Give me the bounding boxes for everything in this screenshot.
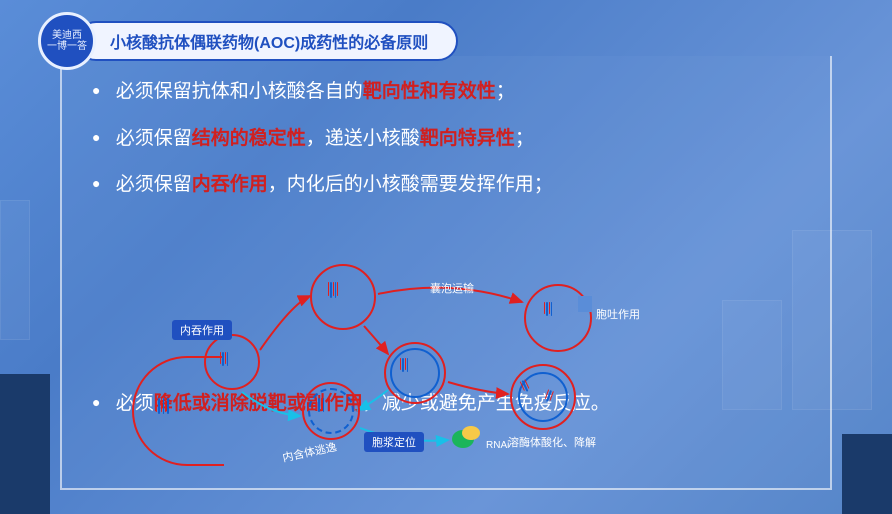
rna-strands	[220, 352, 228, 366]
label-rnai: RNAi	[486, 440, 509, 451]
badge-line: 一博一答	[47, 41, 87, 52]
rna-strands	[400, 358, 408, 372]
label-endosome-escape: 内含体逃逸	[281, 438, 338, 465]
content-panel: 必须保留抗体和小核酸各自的靶向性和有效性； 必须保留结构的稳定性，递送小核酸靶向…	[60, 56, 832, 490]
brand-badge: 美迪西 一博一答	[38, 12, 96, 70]
label-cyto-localization: 胞浆定位	[364, 432, 424, 452]
rna-strands	[544, 302, 552, 316]
rna-strands	[156, 398, 169, 414]
rna-strands	[328, 282, 338, 298]
badge-line: 美迪西	[52, 30, 82, 41]
node-exocytosis	[524, 284, 592, 352]
rnai-icon	[452, 426, 482, 450]
node-endosome	[204, 334, 260, 390]
bg-shelf	[0, 200, 30, 340]
bg-accent	[842, 434, 892, 514]
page-title: 小核酸抗体偶联药物(AOC)成药性的必备原则	[76, 21, 458, 61]
rna-strands	[316, 398, 324, 412]
list-item: 必须保留抗体和小核酸各自的靶向性和有效性；	[92, 78, 800, 107]
list-item: 必须保留结构的稳定性，递送小核酸靶向特异性；	[92, 125, 800, 154]
node-escape-inner	[308, 388, 354, 434]
label-vesicle-transport: 囊泡运输	[430, 280, 474, 296]
node-vesicle-top	[310, 264, 376, 330]
label-exocytosis: 胞吐作用	[596, 306, 640, 322]
node-endosome-mid-inner	[390, 348, 440, 398]
label-endocytosis: 内吞作用	[172, 320, 232, 340]
endocytosis-diagram: 内吞作用 囊泡运输 胞吐作用 溶酶体酸化、降解 内含体逃逸 胞浆定位 RNAi	[152, 264, 712, 464]
list-item: 必须保留内吞作用，内化后的小核酸需要发挥作用；	[92, 171, 800, 200]
label-lysosome: 溶酶体酸化、降解	[508, 434, 596, 450]
bg-accent	[0, 374, 50, 514]
